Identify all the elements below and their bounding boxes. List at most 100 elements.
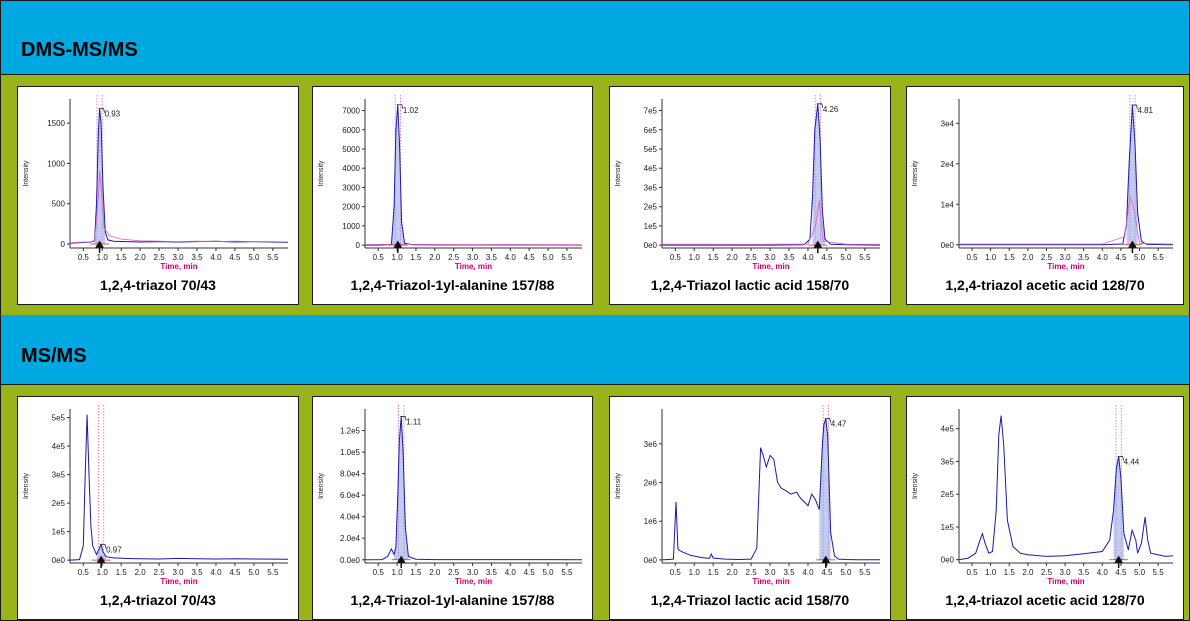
x-tick-label: 4.0 [505,253,517,262]
chart-panel: 0e0 1e5 2e5 3e5 4e5 5e5 0.5 1.0 1.5 2.0 2.5 3.0 3.5 4… [17,396,299,620]
y-tick-label: 0e0 [644,556,658,565]
x-tick-label: 4.0 [1097,253,1109,262]
series-line-primary [364,416,583,561]
chart-panel: 0e0 1e5 2e5 3e5 4e5 0.5 1.0 1.5 2.0 2.5 3.0 3.5 4.0 4… [906,396,1184,620]
x-tick-label: 0.5 [373,253,385,262]
x-tick-label: 4.5 [229,253,241,262]
x-tick-label: 5.0 [542,253,554,262]
x-tick-label: 4.5 [229,568,241,577]
series-line-primary [959,105,1174,246]
x-tick-label: 4.5 [524,253,536,262]
peak-retention-label: 1.11 [406,418,422,427]
y-axis-label: Intensity [912,160,919,187]
x-tick-label: 5.5 [1153,568,1165,577]
panel-caption: 1,2,4-triazol 70/43 [100,277,216,293]
peak-apex-flag [396,104,404,109]
x-tick-label: 1.5 [116,253,128,262]
x-tick-label: 1.0 [985,253,997,262]
x-tick-label: 4.0 [802,568,814,577]
series-line-primary [958,415,1174,561]
x-tick-label: 3.5 [783,253,795,262]
x-tick-label: 3.5 [486,568,498,577]
retention-arrow-icon [1128,240,1137,253]
x-tick-label: 4.0 [505,568,517,577]
y-tick-label: 3e5 [644,183,658,192]
y-tick-label: 3000 [342,183,360,192]
x-tick-label: 4.5 [1115,253,1127,262]
y-tick-label: 2e5 [644,203,658,212]
x-tick-label: 2.0 [1022,253,1034,262]
x-tick-label: 3.0 [1060,253,1072,262]
x-tick-label: 2.0 [429,568,441,577]
x-tick-label: 1.5 [708,568,720,577]
x-tick-label: 2.5 [154,253,166,262]
y-tick-label: 2e5 [941,490,955,499]
chart-panel: 0e0 1e4 2e4 3e4 0.5 1.0 1.5 2.0 2.5 3.0 3.5 4.0 4.5 5… [906,86,1184,305]
x-tick-label: 2.5 [448,568,460,577]
x-tick-label: 2.0 [727,253,739,262]
x-tick-label: 0.5 [966,568,978,577]
x-tick-label: 1.0 [985,568,997,577]
section-title-dms: DMS-MS/MS [21,39,138,61]
chromatogram-chart: 0 500 1000 1500 0.5 1.0 1.5 2.0 2.5 3.0 3.5 4.0 4.5 5… [23,95,289,271]
x-tick-label: 0.5 [78,568,90,577]
y-tick-label: 5000 [342,145,360,154]
y-tick-label: 0.0e0 [340,556,361,565]
peak-area [96,544,107,561]
x-tick-label: 3.0 [1060,568,1072,577]
y-tick-label: 3e5 [52,471,66,480]
x-tick-label: 4.0 [210,568,222,577]
y-axis-label: Intensity [912,472,919,499]
y-tick-label: 3e6 [644,440,658,449]
panel-caption: 1,2,4-triazol acetic acid 128/70 [945,277,1145,293]
x-tick-label: 2.0 [429,253,441,262]
x-tick-label: 5.0 [248,253,260,262]
x-tick-label: 4.5 [821,568,833,577]
y-tick-label: 1e5 [941,523,955,532]
y-tick-label: 1000 [47,159,65,168]
x-tick-label: 4.0 [210,253,222,262]
x-tick-label: 4.0 [802,253,814,262]
y-tick-label: 7e5 [644,107,658,116]
peak-apex-flag [400,416,407,421]
retention-arrow-icon [95,240,104,253]
y-tick-label: 0e0 [52,556,66,565]
retention-arrow-icon [396,555,406,568]
y-axis-label: Intensity [318,472,325,499]
x-tick-label: 3.0 [764,568,776,577]
y-axis-label: Intensity [318,160,325,187]
peak-retention-label: 0.97 [106,545,122,554]
x-tick-label: 3.5 [783,568,795,577]
x-tick-label: 5.5 [267,253,279,262]
y-tick-label: 2e4 [941,160,955,169]
retention-arrow-icon [393,240,403,253]
chart-panel: 0e0 1e5 2e5 3e5 4e5 5e5 6e5 7e5 0.5 1.0 1.5 2.0 2.5 3… [609,86,891,305]
y-tick-label: 0 [61,240,66,249]
x-tick-label: 5.0 [840,253,852,262]
y-tick-label: 1e4 [941,200,955,209]
peak-retention-label: 4.47 [831,420,847,429]
x-tick-label: 2.0 [135,253,147,262]
x-tick-label: 4.0 [1097,568,1109,577]
x-tick-label: 3.5 [191,253,203,262]
chromatogram-chart: 0e0 1e5 2e5 3e5 4e5 5e5 6e5 7e5 0.5 1.0 1.5 2.0 2.5 3… [615,95,881,271]
peak-apex-flag [1117,456,1125,461]
x-tick-label: 1.0 [392,568,404,577]
y-tick-label: 1.2e5 [340,427,361,436]
y-tick-label: 5e5 [644,145,658,154]
x-tick-label: 0.5 [373,568,385,577]
x-tick-label: 3.0 [467,568,479,577]
y-tick-label: 1000 [342,222,360,231]
series-line-primary [661,418,881,561]
chromatogram-chart: 0e0 1e5 2e5 3e5 4e5 5e5 0.5 1.0 1.5 2.0 2.5 3.0 3.5 4… [23,405,289,586]
y-tick-label: 3e4 [941,119,955,128]
peak-apex-flag [824,418,832,423]
x-tick-label: 3.5 [486,253,498,262]
x-tick-label: 3.0 [172,253,184,262]
series-line-secondary [959,196,1174,245]
x-axis-label: Time, min [752,577,789,586]
series-line-secondary [69,171,289,244]
chromatogram-chart: 0e0 1e5 2e5 3e5 4e5 0.5 1.0 1.5 2.0 2.5 3.0 3.5 4.0 4… [912,405,1174,586]
y-tick-label: 1e6 [644,517,658,526]
y-tick-label: 1e5 [52,528,66,537]
